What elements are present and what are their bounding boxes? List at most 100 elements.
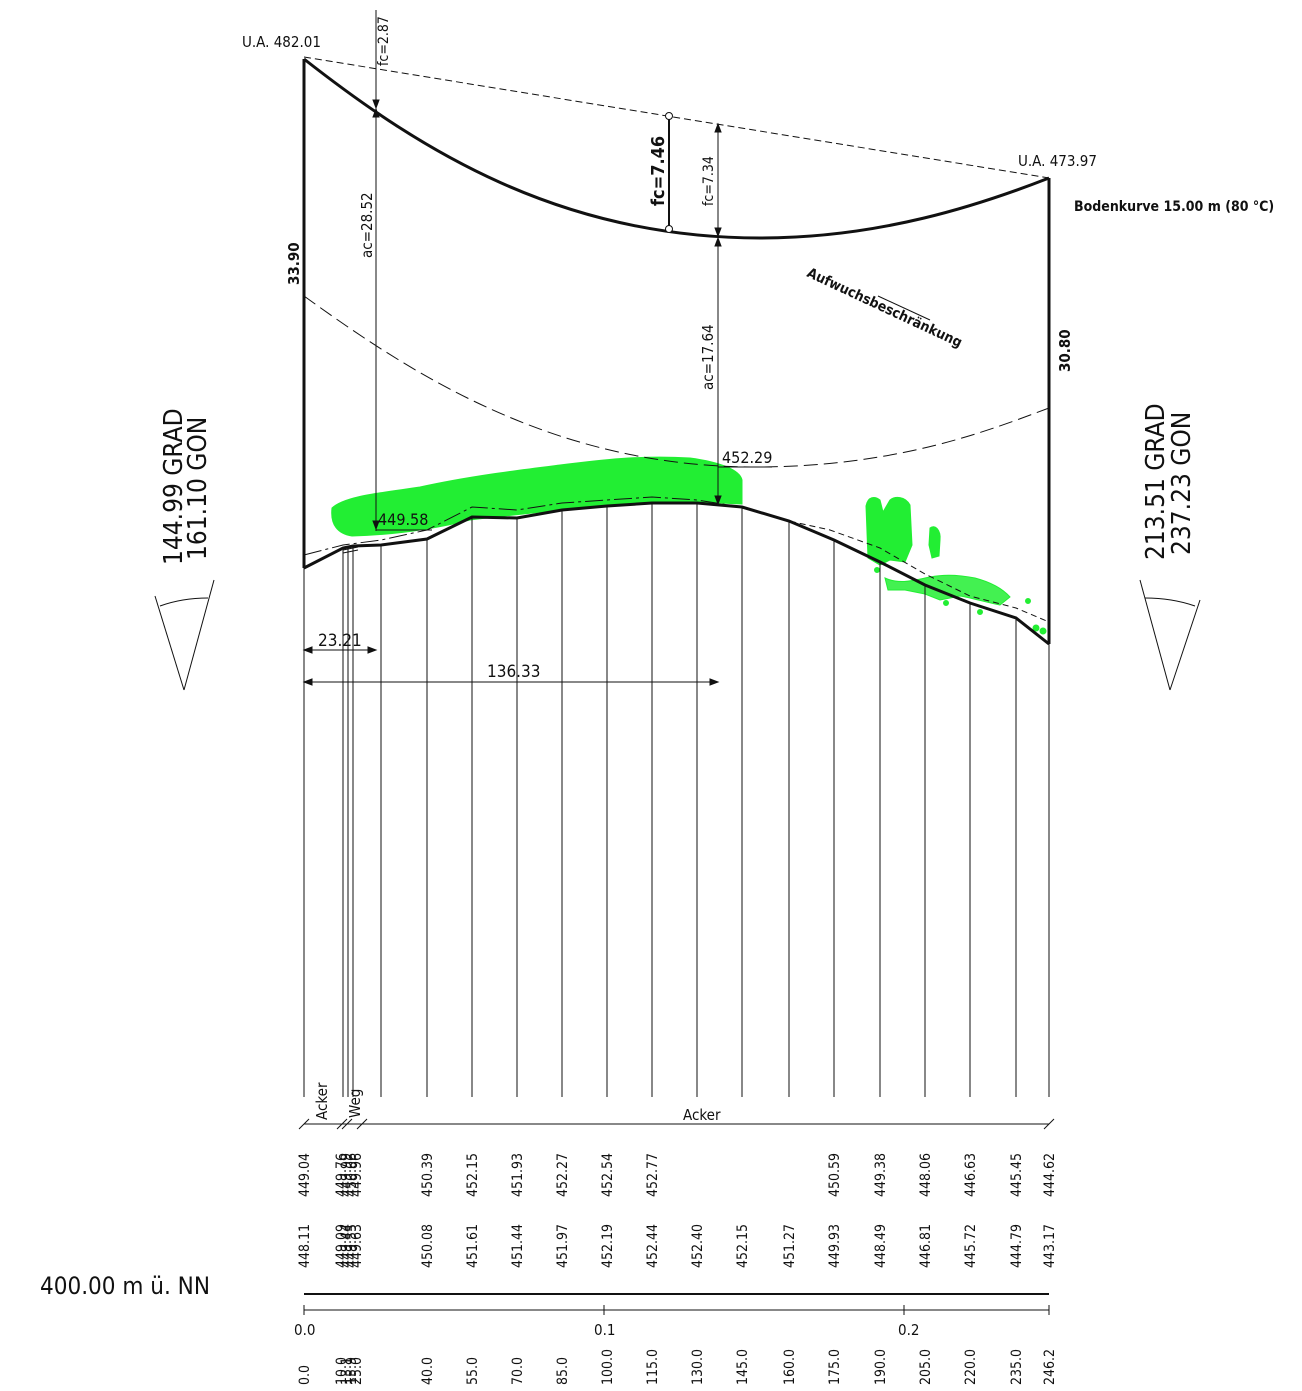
arrow-head	[302, 646, 313, 654]
angle-left-gon: 161.10 GON	[183, 417, 213, 560]
upper-elevation: 445.45	[1009, 1153, 1025, 1197]
upper-elevation: 451.93	[510, 1153, 526, 1197]
scale-label: 0.1	[594, 1321, 615, 1339]
upper-elevation: 449.04	[297, 1153, 313, 1197]
datum-label: 400.00 m ü. NN	[40, 1272, 210, 1300]
station-label: 100.0	[600, 1349, 616, 1385]
station-lines	[303, 503, 1050, 1097]
ground-elevation: 452.44	[645, 1224, 661, 1268]
angle-right-gon: 237.23 GON	[1167, 412, 1197, 555]
arrow-head	[709, 678, 720, 686]
station-label: 205.0	[918, 1349, 934, 1385]
left-support-height: 33.90	[285, 242, 303, 285]
path-hatch	[342, 549, 359, 554]
arrow-head	[714, 227, 722, 238]
arrow-head	[714, 495, 722, 506]
upper-elevation: 449.96	[349, 1153, 365, 1197]
ground-elevation: 450.08	[420, 1224, 436, 1268]
ground-elevation: 443.17	[1042, 1224, 1058, 1268]
ground-elevation: 445.72	[963, 1224, 979, 1268]
land-use-acker-left: Acker	[313, 1082, 331, 1120]
ground-elevation: 444.79	[1009, 1224, 1025, 1268]
arrow-head	[302, 678, 313, 686]
angle-symbol-left	[154, 579, 215, 691]
drawing-lines	[154, 10, 1201, 1315]
upper-elevation: 452.27	[555, 1153, 571, 1197]
upper-elevation: 448.06	[918, 1153, 934, 1197]
scale-label: 0.0	[294, 1321, 315, 1339]
station-label: 55.0	[465, 1357, 481, 1385]
ground-elevation: 448.49	[873, 1224, 889, 1268]
station-label: 175.0	[827, 1349, 843, 1385]
ground-elevation: 449.93	[827, 1224, 843, 1268]
chord-line	[303, 56, 1050, 179]
z-mid-label: 452.29	[722, 448, 772, 467]
ground-elevation: 452.15	[735, 1224, 751, 1268]
station-label: 246.2	[1042, 1349, 1058, 1385]
station-label: 70.0	[510, 1357, 526, 1385]
surface-line	[303, 496, 743, 556]
vegetation-points	[331, 456, 1047, 635]
upper-elevation: 449.38	[873, 1153, 889, 1197]
lower-dashed-line	[741, 506, 1050, 623]
dim-label-1: 23.21	[318, 631, 362, 651]
ground-elevation: 451.97	[555, 1224, 571, 1268]
upper-elevation: 452.77	[645, 1153, 661, 1197]
restriction-curve	[303, 295, 1050, 468]
profile-table: 449.04448.110.0449.76449.0910.0449.99449…	[297, 1153, 1058, 1385]
station-label: 160.0	[782, 1349, 798, 1385]
upper-elevation: 446.63	[963, 1153, 979, 1197]
station-label: 145.0	[735, 1349, 751, 1385]
sag-marker	[665, 225, 673, 233]
land-use-weg: Weg	[346, 1089, 364, 1118]
dim-label-2: 136.33	[487, 662, 541, 682]
sag-main-label: fc=7.46	[648, 136, 669, 206]
station-label: 190.0	[873, 1349, 889, 1385]
station-label: 235.0	[1009, 1349, 1025, 1385]
restriction-overline	[877, 295, 931, 321]
arrow-head	[367, 646, 378, 654]
station-label: 15.9	[344, 1357, 360, 1385]
arrow-head	[372, 520, 380, 531]
arrow-head	[714, 122, 722, 133]
arrow-head	[372, 99, 380, 110]
upper-elevation: 444.62	[1042, 1153, 1058, 1197]
land-use-acker-main: Acker	[683, 1106, 721, 1124]
sag-mid-label: fc=7.34	[701, 156, 717, 206]
sag-marker	[665, 112, 673, 120]
ground-elevation: 449.09	[334, 1224, 350, 1268]
restriction-label: Aufwuchsbeschränkung	[804, 265, 964, 351]
ground-elevation: 451.61	[465, 1224, 481, 1268]
arrow-head	[372, 107, 380, 118]
ground-elevation: 451.27	[782, 1224, 798, 1268]
clearance-left-label: ac=28.52	[358, 192, 376, 258]
angle-left-grad: 144.99 GRAD	[159, 408, 189, 565]
right-support-height: 30.80	[1056, 329, 1074, 372]
ground-elevation: 451.44	[510, 1224, 526, 1268]
scale-label: 0.2	[898, 1321, 919, 1339]
upper-elevation: 450.59	[827, 1153, 843, 1197]
station-label: 115.0	[645, 1349, 661, 1385]
station-label: 40.0	[420, 1357, 436, 1385]
ground-elevation: 448.11	[297, 1224, 313, 1268]
ground-elevation: 449.44	[339, 1224, 355, 1268]
station-label: 0.0	[297, 1365, 313, 1385]
ground-elevation: 452.40	[690, 1224, 706, 1268]
curve-title: Bodenkurve 15.00 m (80 °C)	[1074, 199, 1274, 215]
ground-elevation: 449.55	[344, 1224, 360, 1268]
upper-elevation: 449.99	[339, 1153, 355, 1197]
station-label: 13.1	[339, 1357, 355, 1385]
right-support-label: U.A. 473.97	[1018, 152, 1097, 170]
ground-elevation: 449.63	[349, 1224, 365, 1268]
upper-elevation: 452.15	[465, 1153, 481, 1197]
upper-elevation: 449.76	[334, 1153, 350, 1197]
station-label: 130.0	[690, 1349, 706, 1385]
ground-elevation: 452.19	[600, 1224, 616, 1268]
station-label: 85.0	[555, 1357, 571, 1385]
upper-elevation: 450.06	[344, 1153, 360, 1197]
arrow-head	[714, 236, 722, 247]
upper-elevation: 452.54	[600, 1153, 616, 1197]
ground-elevation: 446.81	[918, 1224, 934, 1268]
sag-left-label: fc=2.87	[376, 16, 392, 66]
